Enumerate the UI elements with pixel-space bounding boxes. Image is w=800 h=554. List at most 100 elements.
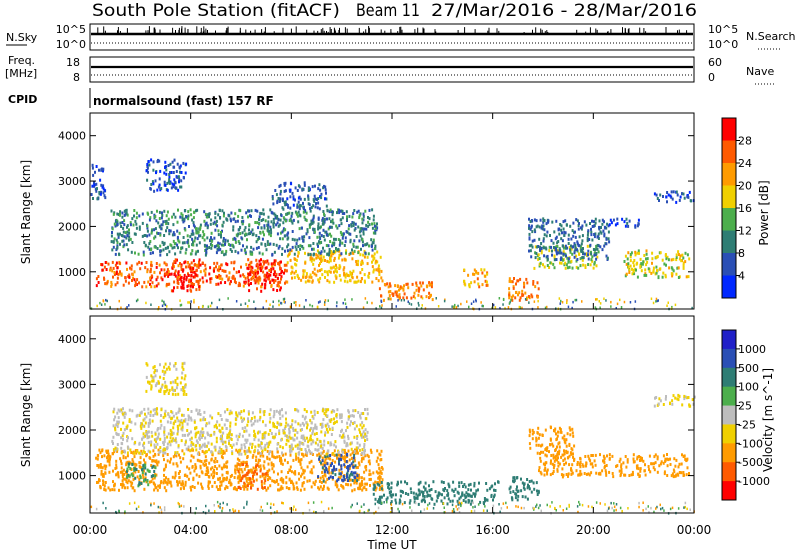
data-cell — [126, 481, 129, 485]
colorbar-tick-label: 16 — [738, 202, 752, 215]
data-cell — [119, 457, 122, 461]
data-cell — [191, 243, 194, 247]
data-cell — [116, 212, 119, 216]
data-cell — [574, 243, 577, 247]
data-cell — [193, 420, 196, 424]
data-cell — [563, 230, 566, 234]
data-cell — [201, 443, 204, 447]
data-cell — [271, 278, 274, 282]
data-cell — [319, 422, 322, 426]
data-cell — [207, 486, 210, 490]
data-cell — [353, 421, 356, 424]
data-cell — [601, 222, 604, 226]
data-cell — [104, 471, 107, 475]
data-cell — [653, 468, 656, 472]
data-cell — [208, 215, 210, 219]
data-cell — [326, 462, 329, 466]
data-cell — [464, 283, 467, 287]
noise-right-tick-bottom: 10^0 — [708, 38, 738, 51]
data-cell — [223, 477, 226, 480]
data-cell — [483, 502, 485, 506]
data-cell — [652, 266, 655, 270]
data-cell — [608, 470, 611, 474]
data-cell — [262, 454, 265, 458]
data-cell — [279, 288, 282, 292]
data-cell — [536, 295, 539, 299]
data-cell — [238, 241, 241, 245]
data-cell — [564, 266, 567, 270]
data-cell — [539, 470, 542, 474]
data-cell — [242, 474, 245, 478]
data-cell — [680, 259, 683, 263]
data-cell — [420, 307, 423, 310]
data-cell — [213, 481, 216, 484]
data-cell — [327, 487, 330, 491]
data-cell — [435, 297, 437, 300]
data-cell — [182, 457, 185, 461]
data-cell — [301, 245, 304, 248]
data-cell — [532, 481, 535, 485]
data-cell — [590, 252, 593, 256]
data-cell — [176, 424, 179, 428]
data-cell — [181, 480, 184, 484]
data-cell — [150, 274, 153, 278]
data-cell — [286, 212, 289, 216]
data-cell — [195, 473, 198, 477]
data-cell — [552, 262, 555, 266]
data-cell — [172, 426, 175, 430]
data-cell — [229, 248, 232, 251]
data-cell — [157, 452, 160, 456]
data-cell — [389, 297, 392, 301]
data-cell — [368, 271, 371, 275]
data-cell — [318, 280, 321, 284]
data-cell — [159, 169, 162, 173]
data-cell — [268, 277, 271, 281]
data-cell — [335, 467, 338, 471]
data-cell — [641, 262, 644, 266]
data-cell — [222, 214, 225, 218]
data-cell — [328, 476, 330, 480]
data-cell — [180, 303, 183, 307]
data-cell — [178, 177, 181, 181]
data-cell — [403, 292, 406, 296]
data-cell — [224, 487, 227, 491]
data-cell — [209, 304, 212, 308]
data-cell — [312, 228, 315, 232]
data-cell — [528, 232, 531, 236]
data-cell — [258, 458, 261, 462]
data-cell — [211, 484, 214, 488]
data-cell — [243, 443, 246, 447]
data-cell — [357, 251, 360, 255]
data-cell — [222, 452, 225, 455]
data-cell — [397, 299, 399, 302]
data-cell — [587, 263, 590, 266]
data-cell — [334, 440, 337, 444]
data-cell — [95, 189, 98, 193]
data-cell — [376, 449, 379, 453]
data-cell — [191, 269, 194, 273]
data-cell — [202, 280, 205, 284]
data-cell — [272, 455, 275, 459]
data-cell — [466, 300, 468, 303]
data-cell — [307, 244, 310, 248]
data-cell — [300, 466, 303, 470]
data-cell — [619, 472, 622, 476]
data-cell — [421, 281, 424, 285]
data-cell — [145, 430, 148, 433]
data-cell — [571, 266, 574, 270]
data-cell — [182, 280, 185, 284]
data-cell — [293, 471, 296, 475]
data-cell — [248, 209, 251, 213]
data-cell — [512, 286, 515, 290]
data-cell — [182, 236, 185, 239]
data-cell — [400, 286, 403, 290]
data-cell — [321, 459, 324, 463]
data-cell — [322, 479, 325, 483]
data-cell — [280, 485, 283, 489]
data-cell — [337, 477, 340, 481]
data-cell — [217, 282, 220, 286]
data-cell — [265, 472, 268, 475]
data-cell — [325, 456, 328, 460]
data-cell — [546, 257, 549, 261]
data-cell — [280, 461, 283, 465]
